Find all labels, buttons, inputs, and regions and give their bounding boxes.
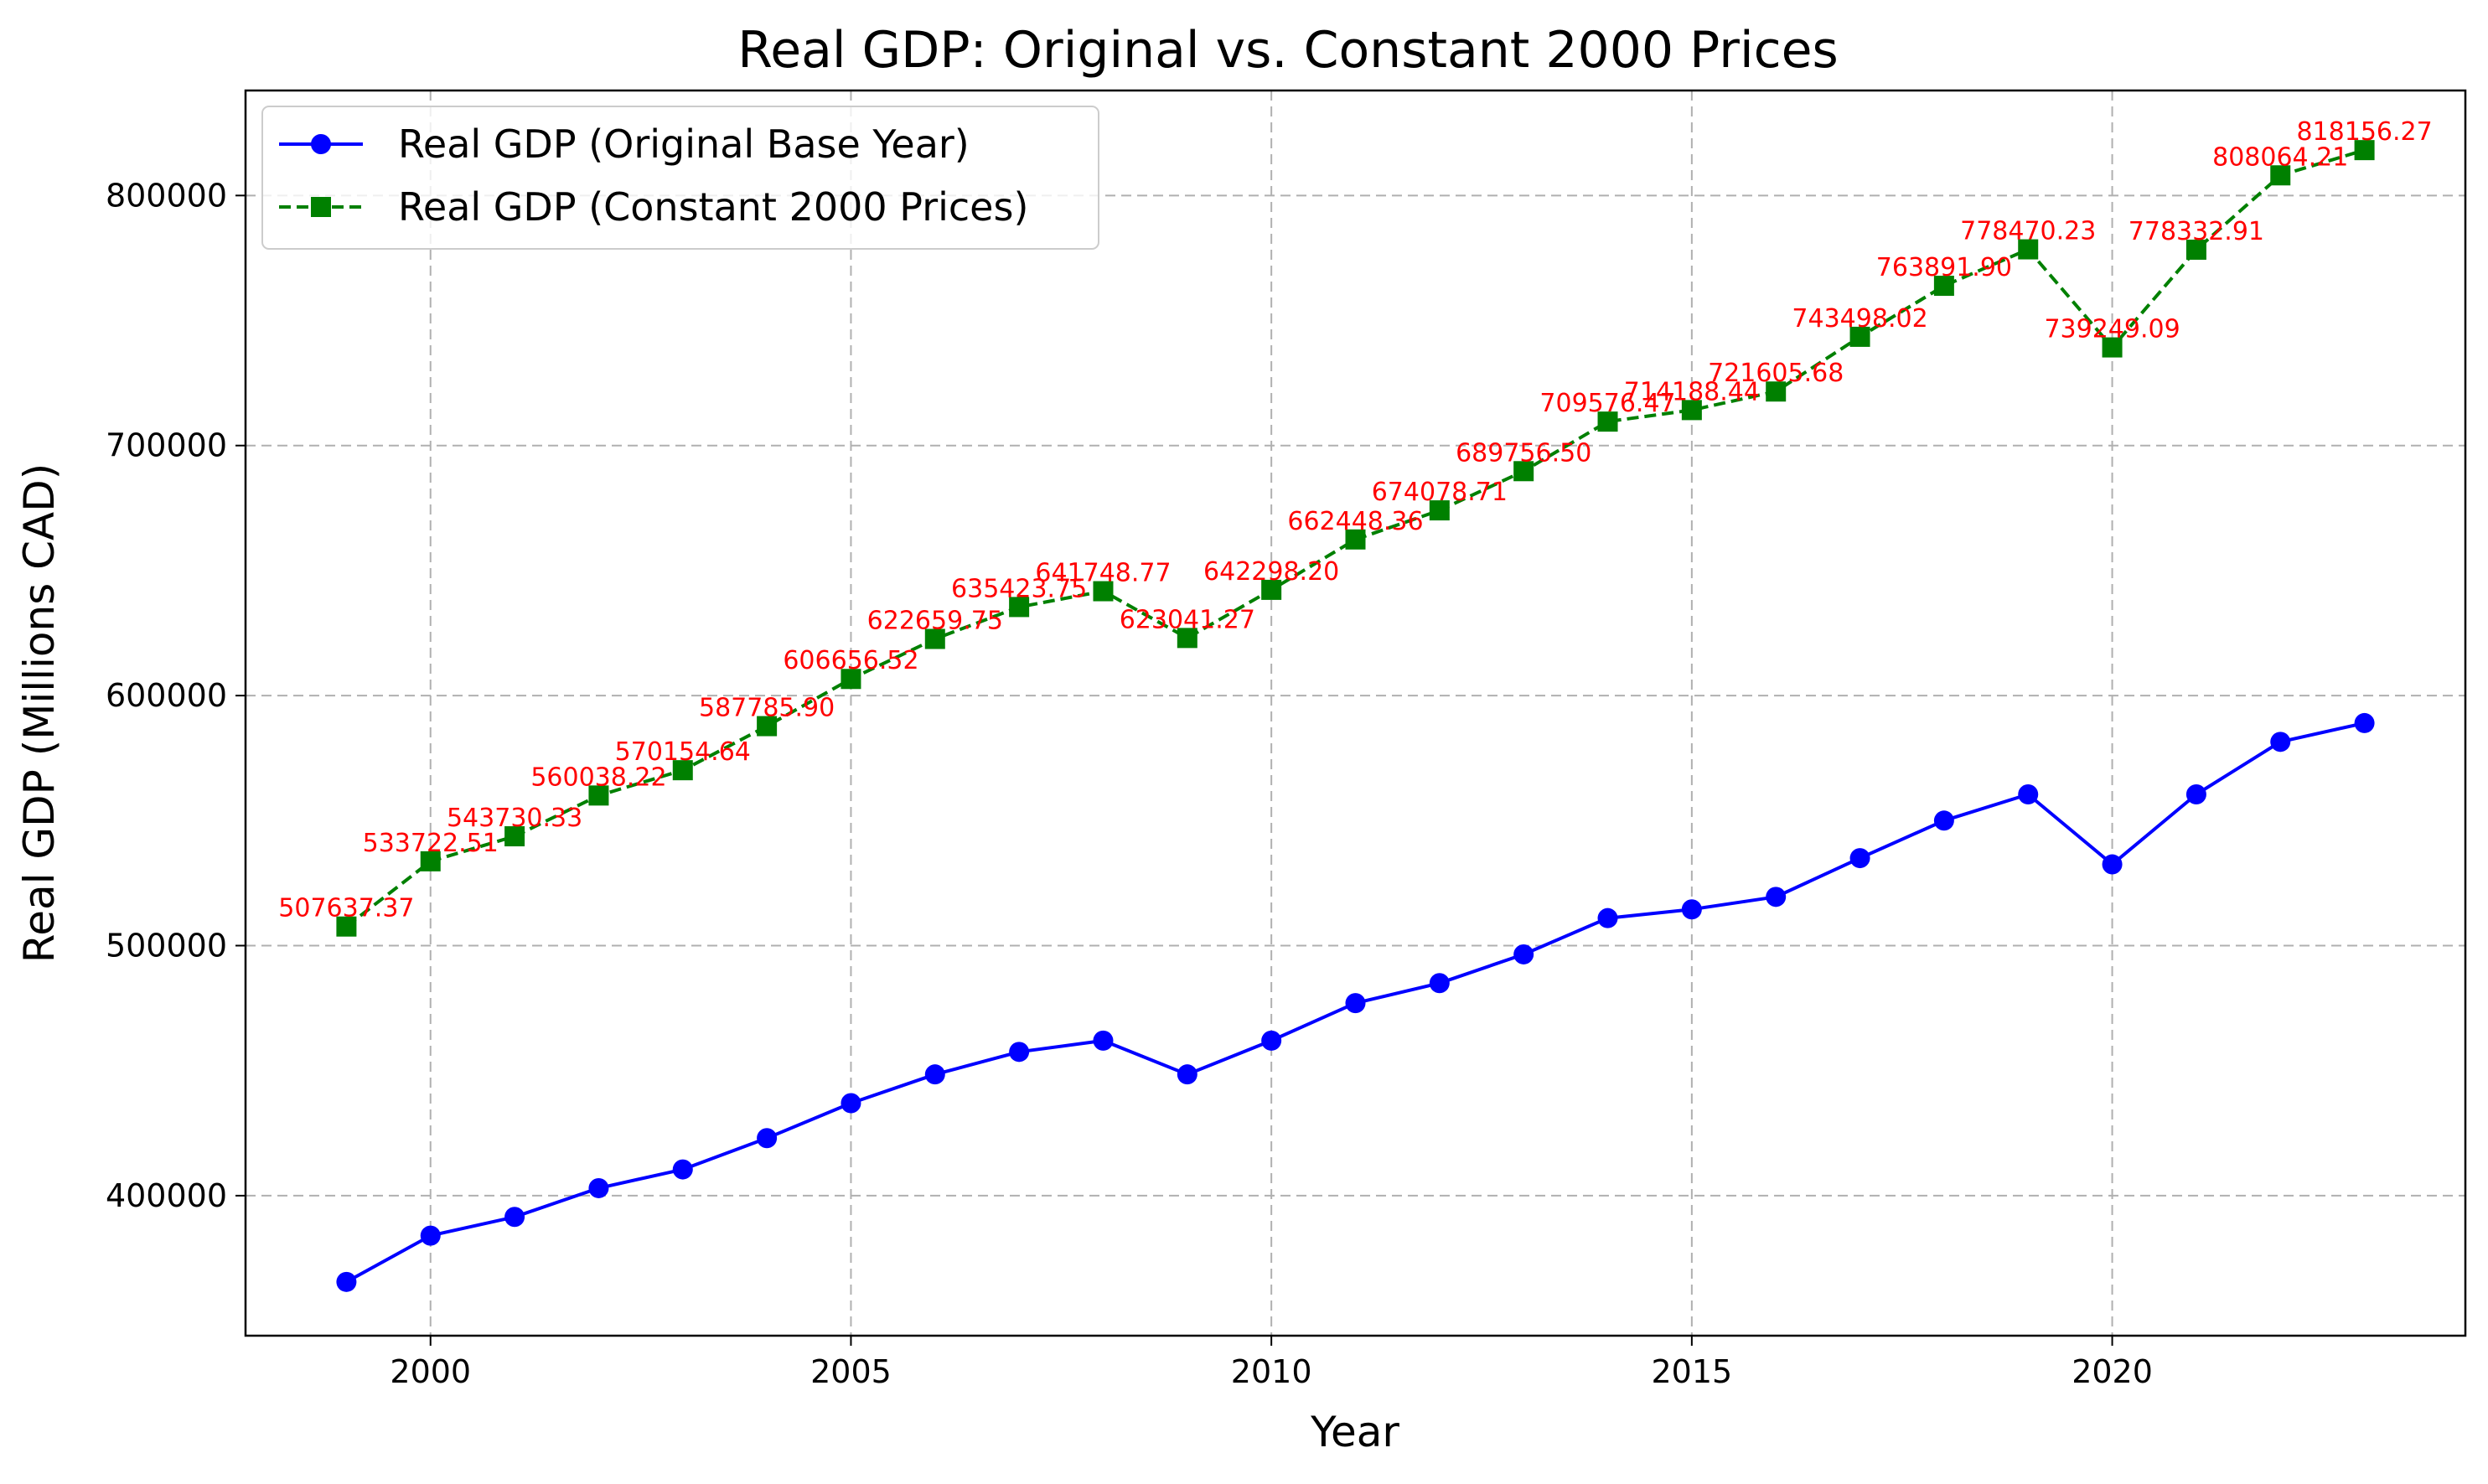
- data-point-original: [1933, 810, 1954, 831]
- data-point-constant: [2270, 165, 2291, 186]
- data-label: 778470.23: [1960, 217, 2096, 246]
- data-label: 623041.27: [1120, 605, 1255, 634]
- data-point-original: [757, 1128, 778, 1149]
- data-point-original: [336, 1271, 357, 1292]
- data-point-original: [1597, 907, 1618, 928]
- data-point-original: [672, 1159, 693, 1180]
- data-point-constant: [1009, 597, 1030, 618]
- data-point-constant: [504, 826, 525, 847]
- x-tick-label: 2010: [1231, 1353, 1312, 1390]
- data-point-constant: [1597, 411, 1618, 432]
- data-label: 743498.02: [1792, 304, 1927, 334]
- grid-lines: [246, 90, 2465, 1336]
- data-point-constant: [924, 628, 945, 649]
- data-label: 674078.71: [1372, 478, 1508, 507]
- data-point-constant: [1429, 500, 1450, 521]
- data-label: 606656.52: [783, 646, 918, 675]
- plot-frame: [244, 89, 2467, 1337]
- data-label: 714188.44: [1624, 377, 1760, 406]
- data-label: 818156.27: [2296, 117, 2432, 147]
- data-point-original: [924, 1064, 945, 1085]
- data-point-original: [841, 1093, 861, 1114]
- data-label: 560038.22: [530, 763, 666, 792]
- data-point-constant: [1177, 628, 1197, 649]
- data-label: 533722.51: [363, 829, 499, 858]
- data-point-constant: [1093, 581, 1114, 602]
- data-label: 642298.20: [1203, 557, 1339, 587]
- data-point-constant: [841, 669, 861, 690]
- y-tick-label: 800000: [106, 177, 227, 214]
- data-point-original: [1681, 899, 1702, 920]
- y-tick-label: 400000: [106, 1177, 227, 1214]
- data-point-constant: [2102, 337, 2123, 358]
- y-axis-label: Real GDP (Millions CAD): [15, 463, 64, 964]
- data-point-constant: [1261, 579, 1282, 600]
- data-point-constant: [588, 785, 609, 806]
- data-point-constant: [672, 760, 693, 781]
- legend-label-constant: Real GDP (Constant 2000 Prices): [398, 184, 1028, 230]
- data-point-constant: [1681, 400, 1702, 421]
- y-tick-label: 600000: [106, 677, 227, 714]
- x-tick-label: 2020: [2072, 1353, 2153, 1390]
- data-point-original: [1513, 944, 1534, 964]
- data-point-original: [420, 1225, 441, 1246]
- data-point-original: [2270, 732, 2291, 752]
- data-point-original: [2018, 783, 2039, 804]
- data-point-original: [2102, 854, 2123, 875]
- data-point-constant: [757, 716, 778, 737]
- data-point-original: [1261, 1030, 1282, 1051]
- data-label: 721605.68: [1708, 359, 1844, 388]
- data-label: 709576.47: [1539, 389, 1675, 418]
- data-point-original: [2354, 712, 2375, 733]
- data-point-original: [1766, 887, 1787, 907]
- data-label: 739249.09: [2044, 315, 2180, 344]
- legend: Real GDP (Original Base Year) Real GDP (…: [261, 106, 1099, 250]
- data-label: 543730.33: [447, 804, 582, 833]
- data-label: 635423.75: [951, 574, 1087, 603]
- data-point-original: [588, 1177, 609, 1198]
- data-point-original: [1849, 848, 1870, 869]
- y-tick-label: 500000: [106, 928, 227, 964]
- data-point-constant: [1513, 461, 1534, 482]
- axis-ticks: 2000 2005 2010 2015 2020 400000 500000 600000 70…: [106, 177, 2153, 1390]
- data-label: 622659.75: [867, 606, 1003, 635]
- data-point-original: [2185, 783, 2206, 804]
- data-point-original: [1345, 993, 1366, 1014]
- data-point-constant: [1849, 326, 1870, 347]
- data-point-original: [1429, 973, 1450, 994]
- data-point-constant: [2185, 239, 2206, 260]
- data-label: 641748.77: [1035, 559, 1171, 588]
- data-label: 778332.91: [2129, 217, 2264, 246]
- chart-title: Real GDP: Original vs. Constant 2000 Pri…: [737, 21, 1839, 80]
- data-label: 763891.90: [1876, 253, 2012, 282]
- legend-frame: [261, 106, 1099, 250]
- x-axis-label: Year: [1310, 1408, 1399, 1456]
- data-point-constant: [1766, 381, 1787, 402]
- data-label: 662448.36: [1287, 507, 1423, 536]
- data-label: 689756.50: [1456, 438, 1591, 468]
- legend-label-original: Real GDP (Original Base Year): [398, 122, 970, 167]
- data-point-constant: [1933, 276, 1954, 297]
- data-point-constant: [2354, 140, 2375, 161]
- legend-marker-constant: [311, 197, 331, 217]
- y-tick-label: 700000: [106, 427, 227, 464]
- data-point-original: [1177, 1064, 1197, 1085]
- data-point-constant: [420, 851, 441, 871]
- data-point-original: [1009, 1042, 1030, 1063]
- legend-marker-original: [311, 134, 331, 154]
- data-point-constant: [336, 916, 357, 937]
- x-tick-label: 2015: [1652, 1353, 1733, 1390]
- x-tick-label: 2000: [390, 1353, 471, 1390]
- data-point-constant: [2018, 239, 2039, 260]
- data-label: 587785.90: [699, 694, 835, 723]
- x-tick-label: 2005: [810, 1353, 892, 1390]
- data-label: 570154.64: [615, 737, 751, 767]
- data-label: 808064.21: [2212, 142, 2348, 172]
- data-point-original: [504, 1207, 525, 1228]
- data-point-constant: [1345, 529, 1366, 550]
- data-label: 507637.37: [278, 894, 414, 923]
- data-point-original: [1093, 1030, 1114, 1051]
